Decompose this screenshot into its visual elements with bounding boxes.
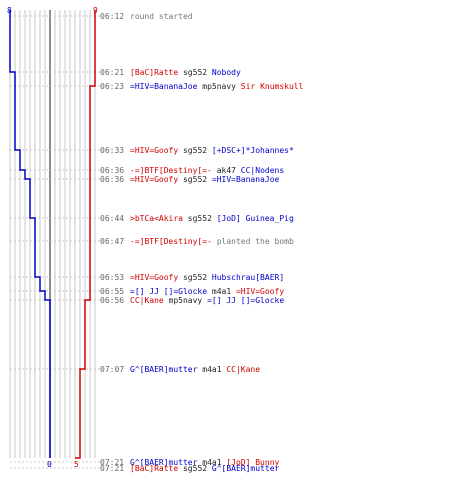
player-name: CC|Kane: [130, 296, 164, 305]
event-row: =HIV=Goofy sg552 Hubschrau[BAER]: [130, 273, 284, 282]
event-row: [BaC]Ratte sg552 Nobody: [130, 68, 241, 77]
player-name: Nobody: [211, 68, 241, 77]
event-action: round started: [130, 12, 193, 21]
event-action: sg552: [178, 464, 212, 473]
event-row: [BaC]Ratte sg552 G^[BAER]mutter: [130, 464, 279, 473]
event-row: =HIV=BananaJoe mp5navy Sir Knumskull: [130, 82, 303, 91]
event-action: m4a1: [207, 287, 236, 296]
event-row: =HIV=Goofy sg552 [+DSC+]*Johannes*: [130, 146, 294, 155]
event-row: CC|Kane mp5navy =[] JJ []=Glocke: [130, 296, 284, 305]
player-name: =[] JJ []=Glocke: [207, 296, 285, 305]
player-name: [JoD] Bunny: [226, 458, 280, 467]
event-time: 06:36: [100, 175, 125, 184]
player-name: =HIV=Goofy: [130, 273, 179, 282]
red-team-start-count: 9: [93, 6, 98, 15]
event-time: 06:47: [100, 237, 125, 246]
player-name: -=]BTF[Destiny[=-: [130, 237, 212, 246]
event-time: 06:12: [100, 12, 125, 21]
event-action: mp5navy: [197, 82, 241, 91]
event-action: sg552: [182, 214, 217, 223]
player-name: [BaC]Ratte: [130, 68, 179, 77]
player-name: =HIV=BananaJoe: [130, 82, 198, 91]
player-name: G^[BAER]mutter: [211, 464, 280, 473]
event-time: 06:55: [100, 287, 125, 296]
blue-team-start-count: 8: [7, 6, 12, 15]
red-team-alive-series: [75, 10, 96, 459]
event-time: 06:53: [100, 273, 125, 282]
player-name: G^[BAER]mutter: [130, 458, 198, 467]
player-name: CC|Nodens: [240, 166, 285, 175]
event-row: =HIV=Goofy sg552 =HIV=BananaJoe: [130, 175, 279, 184]
player-name: CC|Kane: [226, 365, 261, 374]
event-time: 06:56: [100, 296, 125, 305]
player-name: [BaC]Ratte: [130, 464, 179, 473]
event-row: G^[BAER]mutter m4a1 CC|Kane: [130, 365, 260, 374]
event-row: -=]BTF[Destiny[=- ak47 CC|Nodens: [130, 166, 284, 175]
event-row: -=]BTF[Destiny[=- planted the bomb: [130, 237, 294, 246]
event-action: sg552: [178, 146, 212, 155]
player-name: [+DSC+]*Johannes*: [211, 146, 294, 155]
event-action: sg552: [178, 175, 212, 184]
player-name: =HIV=Goofy: [130, 146, 179, 155]
player-name: G^[BAER]mutter: [130, 365, 198, 374]
event-action: ak47: [211, 166, 241, 175]
player-name: =HIV=Goofy: [235, 287, 285, 296]
red-team-final-count: 5: [74, 460, 79, 469]
event-action: m4a1: [197, 458, 227, 467]
event-action: mp5navy: [163, 296, 208, 305]
event-action: planted the bomb: [211, 237, 294, 246]
event-time: 06:44: [100, 214, 125, 223]
player-name: -=]BTF[Destiny[=-: [130, 166, 212, 175]
player-name: =HIV=BananaJoe: [211, 175, 280, 184]
event-time: 07:07: [100, 365, 125, 374]
event-time: 07:21: [100, 464, 125, 473]
event-row: round started: [130, 12, 193, 21]
player-name: >bTCa<Akira: [130, 214, 183, 223]
event-action: sg552: [178, 68, 212, 77]
event-time: 06:36: [100, 166, 125, 175]
event-time: 07:21: [100, 458, 125, 467]
event-row: G^[BAER]mutter m4a1 [JoD] Bunny: [130, 458, 279, 467]
player-name: =HIV=Goofy: [130, 175, 179, 184]
event-row: =[] JJ []=Glocke m4a1 =HIV=Goofy: [130, 287, 284, 296]
player-name: Sir Knumskull: [240, 82, 304, 91]
event-row: >bTCa<Akira sg552 [JoD] Guinea_Pig: [130, 214, 294, 223]
event-action: m4a1: [197, 365, 227, 374]
blue-team-alive-series: [9, 10, 51, 458]
blue-team-final-count: 0: [47, 460, 52, 469]
event-time: 06:33: [100, 146, 125, 155]
player-name: [JoD] Guinea_Pig: [216, 214, 294, 223]
event-time: 06:23: [100, 82, 125, 91]
player-name: Hubschrau[BAER]: [211, 273, 285, 282]
event-action: sg552: [178, 273, 212, 282]
player-name: =[] JJ []=Glocke: [130, 287, 208, 296]
event-time: 06:21: [100, 68, 125, 77]
